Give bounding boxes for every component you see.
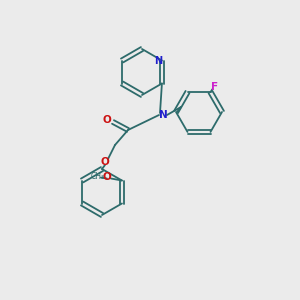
- Text: N: N: [159, 110, 167, 120]
- Text: O: O: [103, 115, 111, 125]
- Text: O: O: [103, 172, 111, 182]
- Text: O: O: [100, 157, 109, 167]
- Text: N: N: [154, 56, 162, 65]
- Text: F: F: [211, 82, 218, 92]
- Text: CH₃: CH₃: [91, 172, 105, 181]
